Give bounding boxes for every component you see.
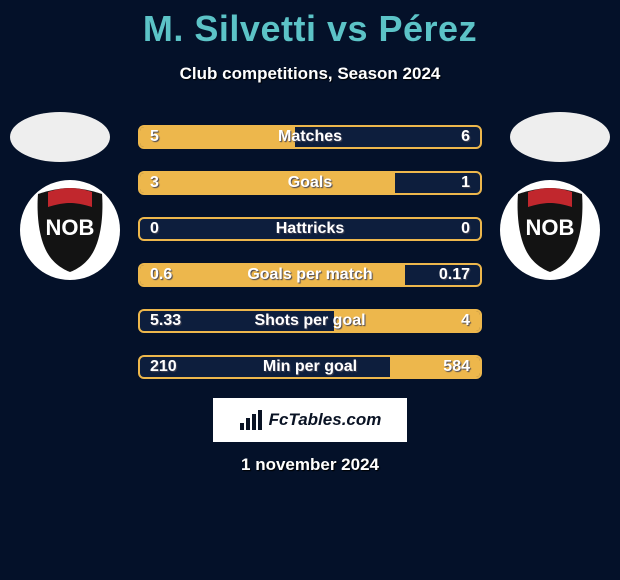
player-right-avatar (510, 112, 610, 162)
stat-right-value: 584 (443, 357, 470, 377)
stat-right-value: 1 (461, 173, 470, 193)
brand-box: FcTables.com (213, 398, 407, 442)
stat-right-value: 6 (461, 127, 470, 147)
page-title: M. Silvetti vs Pérez (0, 0, 620, 50)
stats-panel: 5 Matches 6 3 Goals 1 0 Hattricks 0 0.6 … (138, 125, 482, 401)
stat-row: 5 Matches 6 (138, 125, 482, 149)
player-left-avatar (10, 112, 110, 162)
stat-row: 5.33 Shots per goal 4 (138, 309, 482, 333)
stat-right-value: 4 (461, 311, 470, 331)
stat-row: 0 Hattricks 0 (138, 217, 482, 241)
stat-label: Matches (140, 127, 480, 147)
shield-icon: NOB (30, 185, 110, 275)
shield-icon: NOB (510, 185, 590, 275)
stat-right-value: 0 (461, 219, 470, 239)
stat-row: 0.6 Goals per match 0.17 (138, 263, 482, 287)
club-initials: NOB (46, 215, 95, 240)
footer-date: 1 november 2024 (0, 455, 620, 475)
club-logo-left: NOB (20, 180, 120, 280)
club-initials: NOB (526, 215, 575, 240)
stat-label: Goals per match (140, 265, 480, 285)
stat-label: Hattricks (140, 219, 480, 239)
brand-bars-icon (239, 409, 265, 431)
brand-text: FcTables.com (269, 410, 382, 430)
stat-label: Goals (140, 173, 480, 193)
stat-label: Shots per goal (140, 311, 480, 331)
stat-row: 3 Goals 1 (138, 171, 482, 195)
stat-row: 210 Min per goal 584 (138, 355, 482, 379)
club-logo-right: NOB (500, 180, 600, 280)
stat-label: Min per goal (140, 357, 480, 377)
subtitle: Club competitions, Season 2024 (0, 64, 620, 84)
stat-right-value: 0.17 (439, 265, 470, 285)
